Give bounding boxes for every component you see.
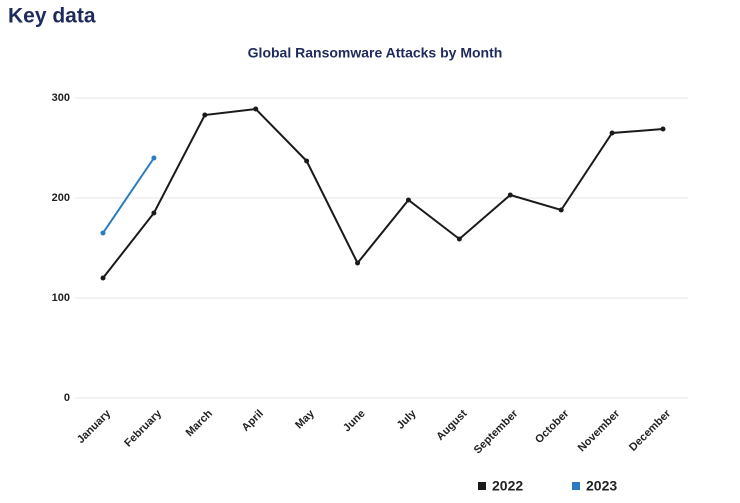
- line: [102, 157, 155, 234]
- x-tick-label: May: [293, 407, 317, 431]
- page-title: Key data: [8, 5, 96, 28]
- x-tick-label: April: [240, 408, 266, 434]
- x-tick-label: August: [434, 407, 470, 443]
- y-tick-label: 300: [52, 92, 70, 104]
- point: [405, 197, 411, 203]
- point: [253, 106, 259, 112]
- y-tick-label: 200: [52, 192, 70, 204]
- x-tick-label: July: [395, 407, 420, 432]
- point: [202, 112, 208, 118]
- x-tick-label: December: [627, 407, 674, 454]
- y-tick-label: 0: [64, 392, 70, 404]
- x-tick-label: November: [576, 407, 623, 454]
- x-tick-label: March: [184, 407, 216, 439]
- point: [151, 155, 157, 161]
- point: [151, 210, 157, 216]
- legend-swatch: [572, 482, 580, 490]
- point: [355, 260, 361, 266]
- x-tick-label: September: [472, 407, 521, 456]
- point: [100, 275, 106, 281]
- x-tick-label: January: [75, 407, 114, 446]
- x-tick-label: June: [341, 408, 368, 435]
- point: [609, 130, 615, 136]
- legend-label: 2023: [586, 478, 617, 494]
- point: [660, 126, 666, 132]
- y-tick-label: 100: [52, 292, 70, 304]
- legend-swatch: [478, 482, 486, 490]
- line: [102, 107, 664, 279]
- x-tick-label: February: [122, 407, 164, 449]
- chart-title: Global Ransomware Attacks by Month: [248, 45, 503, 61]
- point: [456, 236, 462, 242]
- legend-label: 2022: [492, 478, 523, 494]
- point: [558, 207, 564, 213]
- point: [100, 230, 106, 236]
- x-tick-label: October: [533, 407, 572, 446]
- point: [507, 192, 513, 198]
- point: [304, 158, 310, 164]
